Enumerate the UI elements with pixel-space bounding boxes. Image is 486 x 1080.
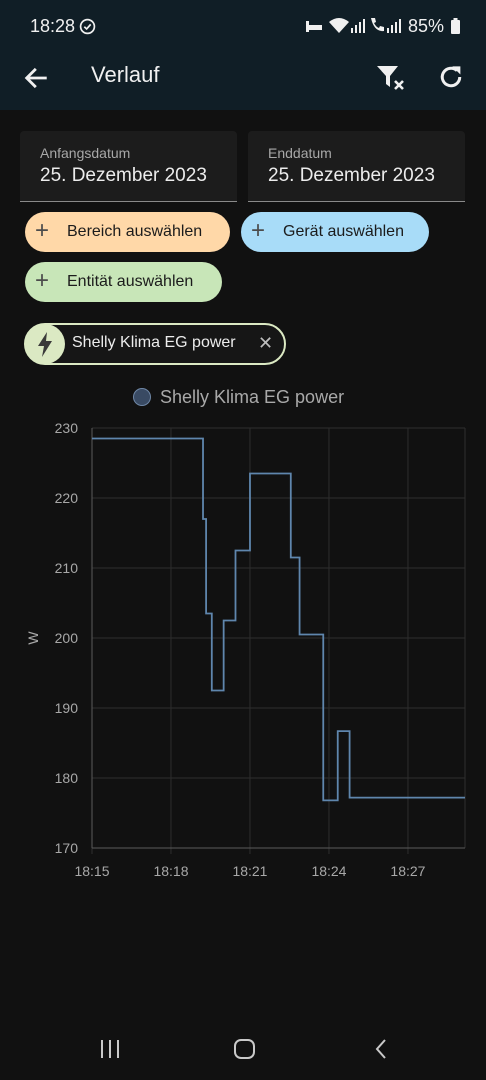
status-time: 18:28 [30, 16, 76, 36]
signal-icon [351, 19, 365, 33]
start-date-label: Anfangsdatum [40, 145, 131, 161]
wifi-call-icon [371, 18, 384, 32]
plus-icon: + [35, 217, 50, 244]
y-tick-label: 230 [55, 420, 79, 436]
plus-icon: + [35, 267, 50, 294]
plus-icon: + [251, 217, 266, 244]
series-line [92, 437, 465, 802]
x-tick-label: 18:21 [232, 863, 267, 879]
filter-remove-icon[interactable] [374, 61, 406, 93]
sleep-icon [306, 21, 322, 32]
y-axis-label: W [25, 631, 41, 645]
nav-bar [0, 1020, 486, 1080]
wifi-icon [329, 18, 349, 33]
back-icon[interactable] [367, 1034, 397, 1064]
end-date-label: Enddatum [268, 145, 332, 161]
area-picker-label: Bereich auswählen [67, 223, 203, 240]
check-circle-icon [79, 18, 96, 35]
y-tick-label: 180 [55, 770, 79, 786]
arrow-left-icon[interactable] [22, 64, 50, 92]
status-bar: 18:28 85% [0, 0, 486, 54]
device-picker-label: Gerät auswählen [283, 223, 404, 240]
device-picker-button[interactable]: + Gerät auswählen [241, 212, 429, 252]
y-tick-label: 170 [55, 840, 79, 856]
signal-icon-2 [387, 19, 401, 33]
legend-swatch [133, 388, 151, 406]
legend-label: Shelly Klima EG power [160, 387, 345, 407]
home-icon[interactable] [230, 1034, 260, 1064]
y-tick-label: 210 [55, 560, 79, 576]
end-date-value: 25. Dezember 2023 [268, 165, 435, 186]
start-date-value: 25. Dezember 2023 [40, 165, 207, 186]
recent-apps-icon[interactable] [95, 1034, 125, 1064]
history-chart: 170 180 190 200 210 220 230 18:15 18:18 18:21 18:2… [25, 420, 466, 879]
entity-picker-button[interactable]: + Entität auswählen [25, 262, 222, 302]
y-tick-label: 190 [55, 700, 79, 716]
x-tick-label: 18:27 [390, 863, 425, 879]
battery-percent: 85% [408, 16, 445, 36]
page-title: Verlauf [91, 62, 160, 87]
selected-entity-label: Shelly Klima EG power [72, 334, 236, 351]
start-date-field[interactable]: Anfangsdatum 25. Dezember 2023 [20, 131, 237, 202]
flash-icon [25, 324, 65, 364]
y-tick-label: 200 [55, 630, 79, 646]
close-icon[interactable]: ✕ [258, 333, 274, 353]
area-picker-button[interactable]: + Bereich auswählen [25, 212, 230, 252]
x-tick-label: 18:18 [153, 863, 188, 879]
end-date-field[interactable]: Enddatum 25. Dezember 2023 [248, 131, 465, 202]
battery-icon [451, 18, 460, 34]
app-bar: Verlauf [0, 54, 486, 110]
flash-icon-glyph [38, 332, 52, 357]
x-tick-label: 18:15 [74, 863, 109, 879]
x-tick-label: 18:24 [311, 863, 346, 879]
refresh-icon[interactable] [436, 62, 466, 92]
y-tick-label: 220 [55, 490, 79, 506]
selected-entity-chip[interactable]: Shelly Klima EG power ✕ [24, 323, 286, 365]
entity-picker-label: Entität auswählen [67, 273, 194, 290]
